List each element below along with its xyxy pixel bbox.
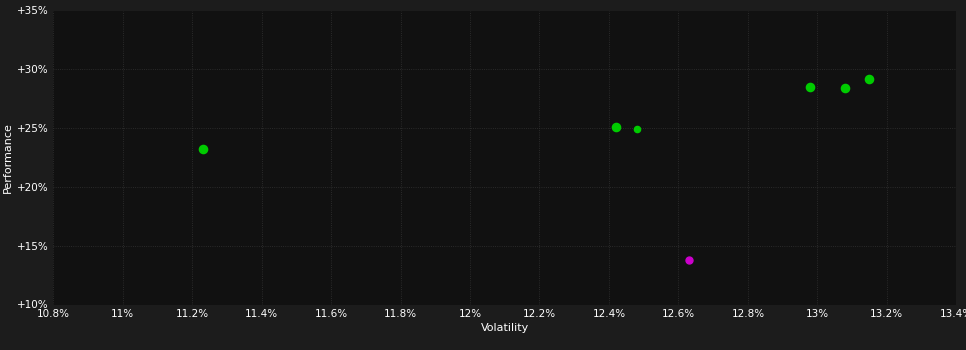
Point <box>803 84 818 90</box>
X-axis label: Volatility: Volatility <box>481 323 528 333</box>
Point <box>838 85 853 91</box>
Point <box>629 126 644 132</box>
Point <box>195 146 211 152</box>
Point <box>862 76 877 82</box>
Point <box>681 257 696 262</box>
Point <box>609 124 624 130</box>
Y-axis label: Performance: Performance <box>3 122 14 193</box>
